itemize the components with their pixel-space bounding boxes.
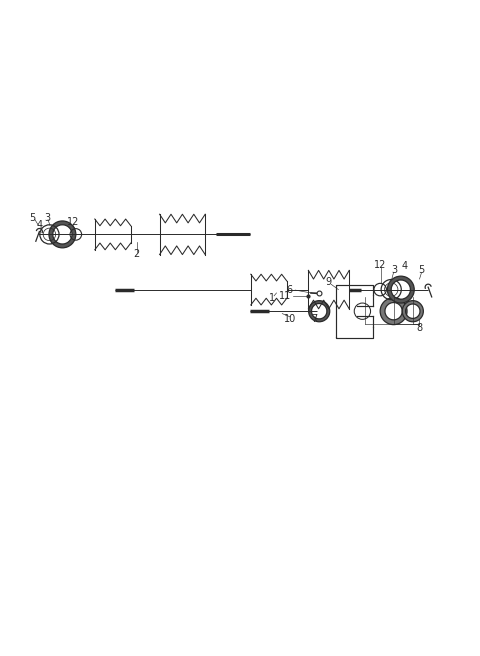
Text: 12: 12 bbox=[67, 217, 79, 228]
Text: 3: 3 bbox=[392, 265, 397, 275]
Text: 3: 3 bbox=[44, 213, 50, 222]
Text: 5: 5 bbox=[418, 266, 425, 276]
Text: 7: 7 bbox=[311, 314, 317, 324]
Text: 4: 4 bbox=[402, 260, 408, 270]
Text: 5: 5 bbox=[29, 213, 36, 222]
Text: 4: 4 bbox=[37, 220, 43, 230]
Text: 9: 9 bbox=[325, 277, 331, 287]
Text: 1: 1 bbox=[269, 293, 275, 303]
Text: 6: 6 bbox=[286, 285, 292, 295]
Text: 12: 12 bbox=[374, 260, 387, 270]
Text: 10: 10 bbox=[284, 314, 297, 324]
Text: 2: 2 bbox=[133, 249, 140, 258]
Text: 8: 8 bbox=[416, 323, 422, 333]
Text: 11: 11 bbox=[279, 291, 291, 301]
